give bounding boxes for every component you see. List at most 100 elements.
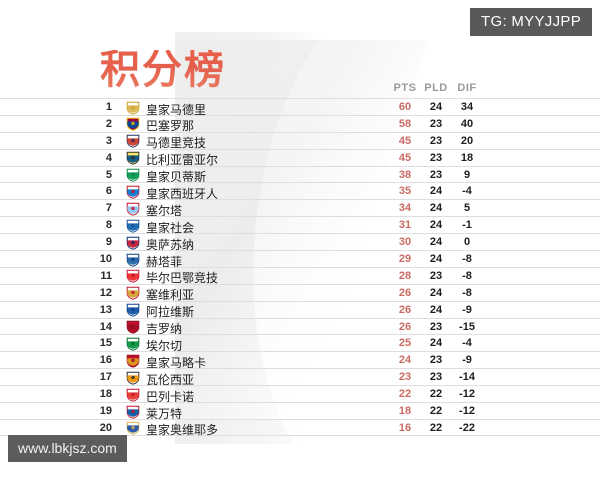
row-goal-difference: -14: [459, 371, 475, 384]
page-title: 积分榜: [100, 47, 226, 93]
table-row[interactable]: 12 塞维利亚 26 24 -8: [0, 283, 600, 303]
row-goal-difference: 0: [463, 236, 471, 249]
column-header-dif: DIF: [457, 82, 477, 94]
table-row[interactable]: 13 阿拉维斯 26 24 -9: [0, 300, 600, 320]
row-played: 24: [429, 303, 443, 316]
row-points: 29: [398, 253, 412, 266]
elche-crest: [126, 337, 140, 351]
row-goal-difference: -1: [462, 219, 472, 232]
row-goal-difference: 20: [460, 134, 474, 147]
row-goal-difference: -8: [462, 286, 472, 299]
sevilla-crest: [126, 286, 140, 301]
standings-table: 1 皇家马德里 60 24 34 2 巴塞罗那 58 23 40 3 马德里竞技 45 23 20 4 比利亚雷…: [0, 98, 600, 437]
row-played: 23: [429, 371, 443, 384]
table-row[interactable]: 3 马德里竞技 45 23 20: [0, 131, 600, 151]
row-goal-difference: -9: [462, 354, 472, 367]
row-team-name: 皇家马略卡: [146, 355, 207, 370]
table-row[interactable]: 20 皇家奥维耶多 16 22 -22: [0, 418, 600, 437]
row-goal-difference: -22: [459, 421, 475, 434]
row-goal-difference: 5: [463, 202, 471, 215]
row-played: 24: [429, 202, 443, 215]
row-points: 58: [398, 117, 412, 130]
row-points: 45: [398, 134, 412, 147]
row-team-name: 奥萨苏纳: [146, 237, 195, 252]
table-column-headers: PTS PLD DIF: [0, 82, 600, 96]
row-points: 31: [398, 219, 412, 232]
row-rank: 13: [99, 303, 112, 316]
table-row[interactable]: 2 巴塞罗那 58 23 40: [0, 114, 600, 133]
girona-crest: [126, 320, 140, 334]
table-row[interactable]: 8 皇家社会 31 24 -1: [0, 216, 600, 235]
row-rank: 19: [99, 405, 112, 418]
row-rank: 9: [105, 236, 112, 249]
row-played: 24: [429, 286, 443, 299]
oviedo-crest: [126, 421, 140, 436]
row-rank: 1: [105, 101, 112, 113]
real-sociedad-crest: [126, 219, 140, 233]
row-played: 24: [429, 236, 443, 249]
row-goal-difference: 18: [460, 151, 474, 164]
row-rank: 15: [99, 337, 112, 350]
row-team-name: 毕尔巴鄂竞技: [146, 271, 219, 286]
row-played: 23: [429, 269, 443, 282]
table-row[interactable]: 18 巴列卡诺 22 22 -12: [0, 385, 600, 404]
row-rank: 20: [99, 421, 112, 434]
row-points: 26: [398, 286, 412, 299]
row-goal-difference: -8: [462, 269, 472, 282]
row-rank: 7: [105, 202, 112, 215]
row-points: 38: [398, 168, 412, 181]
real-madrid-crest: [126, 101, 140, 115]
row-team-name: 皇家西班牙人: [146, 186, 219, 201]
row-points: 30: [398, 236, 412, 249]
row-team-name: 巴列卡诺: [146, 389, 195, 404]
table-row[interactable]: 14 吉罗纳 26 23 -15: [0, 317, 600, 336]
row-played: 23: [429, 354, 443, 367]
row-played: 23: [429, 117, 443, 130]
row-points: 25: [398, 337, 412, 350]
row-points: 45: [398, 151, 412, 164]
alaves-crest: [126, 303, 140, 317]
table-row[interactable]: 5 皇家贝蒂斯 38 23 9: [0, 165, 600, 184]
table-row[interactable]: 6 皇家西班牙人 35 24 -4: [0, 182, 600, 201]
athletic-bilbao-crest: [126, 269, 140, 284]
table-row[interactable]: 7 塞尔塔 34 24 5: [0, 199, 600, 218]
table-row[interactable]: 16 皇家马略卡 24 23 -9: [0, 351, 600, 370]
row-goal-difference: -12: [459, 388, 475, 401]
row-rank: 14: [99, 320, 112, 333]
row-goal-difference: -12: [459, 405, 475, 418]
row-played: 24: [429, 185, 443, 198]
row-rank: 5: [105, 168, 112, 181]
table-row[interactable]: 1 皇家马德里 60 24 34: [0, 98, 600, 117]
row-rank: 4: [105, 151, 112, 164]
row-points: 26: [398, 303, 412, 316]
row-team-name: 塞维利亚: [146, 288, 195, 303]
row-played: 22: [429, 388, 443, 401]
table-row[interactable]: 11 毕尔巴鄂竞技 28 23 -8: [0, 266, 600, 286]
row-points: 28: [398, 269, 412, 282]
table-row[interactable]: 9 奥萨苏纳 30 24 0: [0, 233, 600, 252]
villarreal-crest: [126, 151, 140, 165]
row-team-name: 皇家马德里: [146, 102, 207, 117]
table-row[interactable]: 10 赫塔菲 29 24 -8: [0, 250, 600, 269]
row-goal-difference: 34: [460, 101, 474, 113]
row-points: 60: [398, 101, 412, 113]
row-rank: 12: [99, 286, 112, 299]
row-team-name: 马德里竞技: [146, 136, 207, 151]
row-played: 23: [429, 320, 443, 333]
row-team-name: 塞尔塔: [146, 203, 183, 218]
rayo-vallecano-crest: [126, 388, 140, 402]
table-row[interactable]: 4 比利亚雷亚尔 45 23 18: [0, 148, 600, 167]
row-goal-difference: -8: [462, 253, 472, 266]
column-header-pld: PLD: [424, 82, 448, 94]
row-played: 23: [429, 134, 443, 147]
table-row[interactable]: 17 瓦伦西亚 23 23 -14: [0, 368, 600, 387]
row-goal-difference: 40: [460, 117, 474, 130]
row-played: 23: [429, 151, 443, 164]
osasuna-crest: [126, 236, 140, 250]
table-row[interactable]: 15 埃尔切 25 24 -4: [0, 334, 600, 353]
row-played: 24: [429, 101, 443, 113]
table-row[interactable]: 19 莱万特 18 22 -12: [0, 402, 600, 421]
background-fade-right: [572, 0, 600, 480]
row-rank: 18: [99, 388, 112, 401]
row-team-name: 阿拉维斯: [146, 305, 195, 320]
